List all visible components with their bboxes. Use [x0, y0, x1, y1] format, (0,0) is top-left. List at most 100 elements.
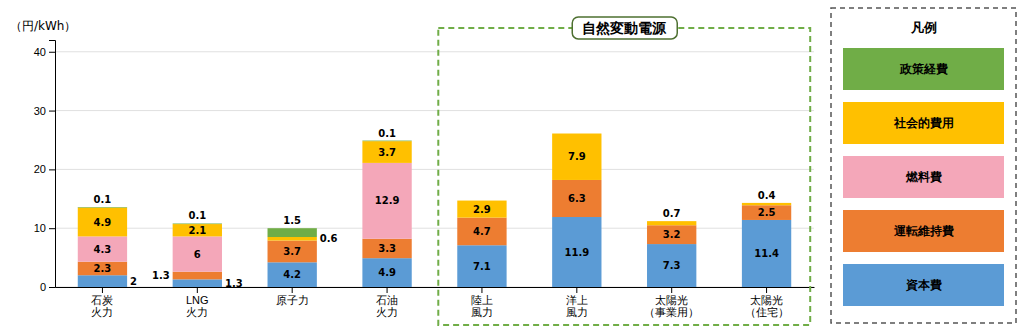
- y-tick: 30: [34, 105, 55, 117]
- y-tick-label: 20: [34, 163, 46, 175]
- y-axis-title: （円/kWh）: [10, 19, 76, 33]
- annotation-label-box: [572, 17, 677, 39]
- data-label: 6.3: [568, 193, 586, 204]
- data-label: 0.7: [663, 208, 681, 219]
- legend-item: 燃料費: [843, 156, 1004, 198]
- x-tick-label-line: LNG: [186, 294, 209, 306]
- x-tick-mark: [576, 287, 577, 293]
- bar-segment: [457, 200, 506, 201]
- y-tick: 10: [34, 222, 55, 234]
- x-tick-label-line: 石炭: [91, 294, 113, 306]
- data-label: 6: [194, 249, 201, 260]
- bar-segment: [647, 221, 696, 225]
- y-tick-mark: [49, 228, 55, 229]
- legend-title: 凡例: [910, 20, 937, 35]
- bar-segment: [552, 217, 601, 287]
- y-axis-line: [49, 41, 56, 288]
- y-tick: 40: [34, 46, 55, 58]
- legend-label: 運転維持費: [893, 224, 954, 238]
- grid-line: [55, 110, 814, 111]
- x-tick-mark: [292, 287, 293, 293]
- x-tick-label: 太陽光（事業用）: [644, 294, 699, 319]
- bar-segment: [173, 272, 222, 280]
- y-tick: 0: [40, 281, 55, 293]
- x-tick-label: 原子力: [276, 294, 309, 306]
- legend-label: 政策経費: [899, 62, 948, 76]
- data-label: 11.9: [564, 247, 589, 258]
- bar-segment: [647, 225, 696, 244]
- data-label: 12.9: [375, 195, 400, 206]
- y-tick-mark: [49, 111, 55, 112]
- x-tick-label-line: 風力: [471, 306, 493, 318]
- y-tick-label: 0: [40, 281, 46, 293]
- legend-item: 政策経費: [843, 48, 1004, 90]
- bar-segment: [647, 221, 696, 222]
- data-label: 3.3: [378, 243, 396, 254]
- x-tick-mark: [197, 287, 198, 293]
- bar-segment: [268, 228, 317, 237]
- bar-segment: [362, 140, 411, 142]
- series: [78, 163, 412, 272]
- data-label: 1.3: [225, 278, 243, 289]
- x-tick-label-line: 火力: [376, 306, 398, 318]
- x-tick: 洋上風力: [566, 287, 588, 318]
- data-label: 3.7: [283, 246, 301, 257]
- bar-segment: [78, 207, 127, 209]
- legend-item: 運転維持費: [843, 210, 1004, 252]
- x-tick-label-line: 陸上: [471, 294, 493, 306]
- bar-segment: [78, 275, 127, 287]
- legend-label: 社会的費用: [893, 116, 954, 130]
- y-tick-label: 30: [34, 105, 46, 117]
- annotation-label: 自然変動電源: [582, 20, 667, 36]
- legend-item: 資本費: [843, 264, 1004, 306]
- data-label: 0.1: [94, 194, 112, 205]
- data-label: 0.1: [378, 128, 396, 139]
- bar-segment: [268, 241, 317, 263]
- grid: [55, 52, 814, 287]
- grid-line: [55, 51, 814, 52]
- grid-line: [55, 228, 814, 229]
- y-tick-label: 40: [34, 46, 46, 58]
- x-tick-mark: [102, 287, 103, 293]
- data-label: 3.7: [378, 147, 396, 158]
- series: [78, 217, 791, 287]
- bar-segment: [742, 220, 791, 287]
- bar-segment: [78, 236, 127, 261]
- x-tick: 太陽光（住宅）: [745, 287, 789, 318]
- grid-line: [55, 287, 814, 288]
- x-tick-label-line: 石油: [376, 294, 398, 306]
- legend-swatch: [843, 264, 1004, 306]
- bar-segment: [78, 262, 127, 276]
- x-tick-label-line: 洋上: [566, 294, 588, 306]
- legend-swatch: [843, 156, 1004, 198]
- legend-swatch: [843, 210, 1004, 252]
- data-label: 4.2: [283, 269, 301, 280]
- bar-segment: [742, 202, 791, 203]
- x-tick-label-line: （住宅）: [745, 306, 789, 318]
- data-label: 2.1: [188, 225, 206, 236]
- x-tick: 陸上風力: [471, 287, 493, 318]
- bar-segment: [742, 205, 791, 220]
- x-tick-label-line: （事業用）: [644, 306, 699, 318]
- x-axis: 石炭火力LNG火力原子力石油火力陸上風力洋上風力太陽光（事業用）太陽光（住宅）: [56, 287, 815, 318]
- bar-segment: [268, 262, 317, 287]
- series: [78, 180, 791, 279]
- legend-label: 資本費: [905, 278, 942, 292]
- x-tick: 石油火力: [376, 287, 398, 318]
- bar-segment: [173, 279, 222, 287]
- x-tick-label-line: 原子力: [276, 294, 309, 306]
- x-tick-label: 太陽光（住宅）: [745, 294, 789, 319]
- bar-segment: [362, 141, 411, 163]
- data-label: 4.9: [94, 217, 112, 228]
- data-label: 4.7: [473, 226, 491, 237]
- data-label: 4.3: [94, 244, 112, 255]
- legend-item: 社会的費用: [843, 102, 1004, 144]
- bar-segment: [173, 224, 222, 236]
- y-tick-mark: [49, 169, 55, 170]
- bar-segment: [552, 133, 601, 134]
- x-tick-label-line: 火力: [186, 306, 208, 318]
- bars: [78, 134, 791, 287]
- data-label: 0.4: [758, 190, 776, 201]
- data-label: 0.1: [188, 210, 206, 221]
- grid-line: [55, 169, 814, 170]
